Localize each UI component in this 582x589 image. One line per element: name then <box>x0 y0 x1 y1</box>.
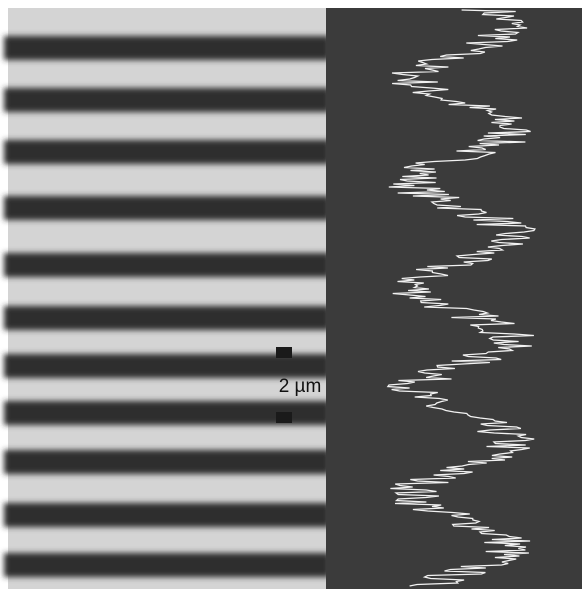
dark-band <box>4 354 330 378</box>
dark-band <box>4 306 330 330</box>
profile-panel <box>326 8 582 589</box>
stripe-panel: 2 µm <box>4 8 330 589</box>
profile-background <box>326 8 582 589</box>
dark-band <box>4 253 330 277</box>
scale-bar-label: 2 µm <box>279 376 322 397</box>
dark-band <box>4 88 330 112</box>
scale-marker-bottom <box>276 412 292 423</box>
dark-band <box>4 401 330 425</box>
scale-marker-top <box>276 347 292 358</box>
dark-band <box>4 503 330 527</box>
dark-band <box>4 196 330 220</box>
dark-band <box>4 36 330 60</box>
dark-band <box>4 450 330 474</box>
intensity-trace <box>386 9 536 587</box>
dark-bands <box>4 36 330 577</box>
dark-band <box>4 553 330 577</box>
dark-band <box>4 140 330 164</box>
